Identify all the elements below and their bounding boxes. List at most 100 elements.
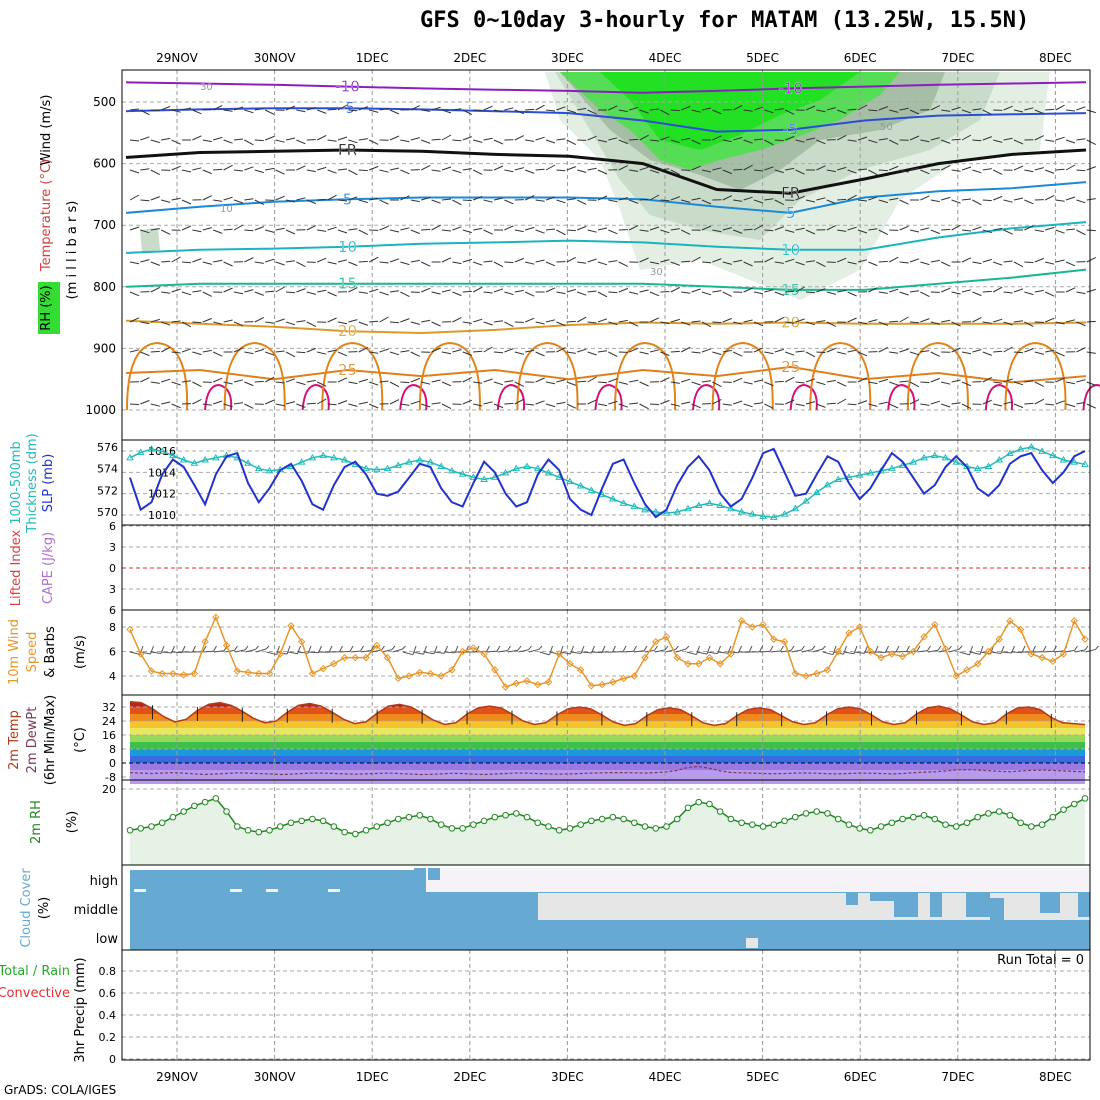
wind-barb bbox=[275, 195, 285, 201]
wind-barb-flag bbox=[643, 645, 648, 652]
wind-barb bbox=[597, 195, 608, 201]
wind-barb bbox=[410, 259, 420, 263]
wind-barb bbox=[202, 291, 213, 297]
wind-barb bbox=[649, 108, 660, 111]
wind-barb bbox=[213, 400, 223, 405]
wind-barb bbox=[785, 167, 795, 171]
wind10-point bbox=[405, 672, 413, 680]
thickness-point bbox=[662, 509, 671, 516]
thickness-axis-label: 1000-500mb bbox=[9, 441, 24, 525]
wind-barb bbox=[660, 351, 670, 357]
wind10-point bbox=[469, 644, 478, 652]
wind-barb bbox=[826, 291, 836, 295]
temp-tick-label: 8 bbox=[109, 743, 116, 756]
wind-barb bbox=[1003, 378, 1013, 383]
wind-barb bbox=[421, 109, 431, 112]
wind-barb bbox=[733, 229, 743, 234]
wind-barb bbox=[753, 291, 764, 295]
wind-barb bbox=[1045, 403, 1055, 406]
wind-barb bbox=[733, 259, 743, 263]
wind-barb bbox=[483, 401, 493, 405]
rh2-point bbox=[416, 811, 424, 819]
date-label-top: 4DEC bbox=[649, 51, 682, 65]
wind-barb bbox=[296, 288, 306, 293]
temperature-axis-label: Temperature (°C) bbox=[39, 159, 54, 272]
wind-barb bbox=[618, 261, 629, 267]
wind-barb bbox=[868, 319, 878, 323]
rh2-point bbox=[791, 813, 799, 821]
wind-barb bbox=[951, 347, 961, 353]
wind-barb bbox=[410, 137, 420, 141]
wind-barb bbox=[868, 381, 878, 385]
wind10-point bbox=[276, 650, 284, 658]
wind-barb bbox=[327, 226, 337, 231]
wind-barb bbox=[691, 139, 701, 145]
thickness-point bbox=[684, 504, 692, 512]
wind-barb bbox=[681, 401, 691, 405]
wind10-point bbox=[898, 652, 907, 661]
wind-barb bbox=[316, 398, 327, 405]
wind-barb bbox=[410, 351, 421, 357]
wind-barb bbox=[826, 199, 836, 205]
wind-barb bbox=[504, 380, 514, 383]
high-cloud-cell bbox=[414, 868, 426, 892]
wind-barb bbox=[795, 286, 805, 293]
wind-barb bbox=[431, 347, 441, 353]
wind-barb bbox=[712, 135, 722, 141]
wind10-point bbox=[802, 672, 810, 680]
wind-barb bbox=[402, 651, 414, 656]
wind-barb bbox=[1076, 291, 1086, 295]
wind-barb bbox=[254, 226, 264, 231]
wind10-point bbox=[1016, 625, 1025, 634]
wind10-point bbox=[319, 664, 327, 673]
wind-barb bbox=[837, 166, 847, 171]
wind-barb bbox=[618, 403, 628, 408]
wind-barb bbox=[339, 650, 351, 653]
wind-barb bbox=[1086, 320, 1096, 323]
wind10-point bbox=[362, 653, 370, 662]
wind-barb bbox=[691, 381, 701, 386]
rh2-point bbox=[266, 826, 273, 834]
wind-barb bbox=[1003, 346, 1013, 353]
wind-barb bbox=[680, 229, 691, 235]
rh2-point bbox=[716, 808, 724, 815]
wind-barb bbox=[639, 257, 649, 263]
wind-barb bbox=[816, 288, 826, 293]
wind-barb bbox=[317, 198, 327, 201]
wind10-point bbox=[233, 667, 242, 675]
wind-barb bbox=[1076, 229, 1086, 236]
wind-barb bbox=[514, 167, 524, 171]
wind-barb bbox=[993, 139, 1003, 143]
wind-barb-flag bbox=[748, 645, 753, 653]
wind-barb bbox=[722, 195, 733, 201]
wind-barb bbox=[483, 346, 493, 353]
wind-barb bbox=[1065, 287, 1076, 293]
precip-tick-label: 0 bbox=[109, 1053, 116, 1066]
wind-barb-flag bbox=[759, 645, 763, 653]
wind-barb bbox=[618, 319, 628, 323]
wind-barb bbox=[649, 317, 660, 323]
wind-barb bbox=[400, 350, 410, 353]
wind-barb bbox=[764, 351, 774, 355]
wind-barb bbox=[805, 291, 816, 294]
wind-barb bbox=[473, 139, 483, 143]
wind-barb-flag bbox=[213, 645, 217, 652]
wind-barb bbox=[233, 224, 244, 231]
wind-barb bbox=[244, 198, 254, 201]
wind-barb bbox=[171, 381, 181, 386]
wind-barb bbox=[202, 349, 212, 353]
rh2-point bbox=[223, 808, 230, 815]
wind-barb bbox=[306, 225, 317, 231]
high-cloud-clear bbox=[414, 868, 1090, 892]
thickness-point bbox=[737, 508, 746, 515]
wind-barb bbox=[837, 198, 847, 201]
wind-barb bbox=[389, 135, 400, 141]
wind-barb bbox=[629, 347, 639, 353]
wind-barb bbox=[265, 135, 275, 141]
wind-barb bbox=[452, 108, 462, 111]
wind-barb bbox=[389, 351, 400, 356]
wind-barb-flag bbox=[685, 645, 690, 650]
thickness-point bbox=[641, 505, 649, 513]
wind-barb bbox=[545, 139, 556, 144]
wind-barb bbox=[816, 197, 826, 201]
